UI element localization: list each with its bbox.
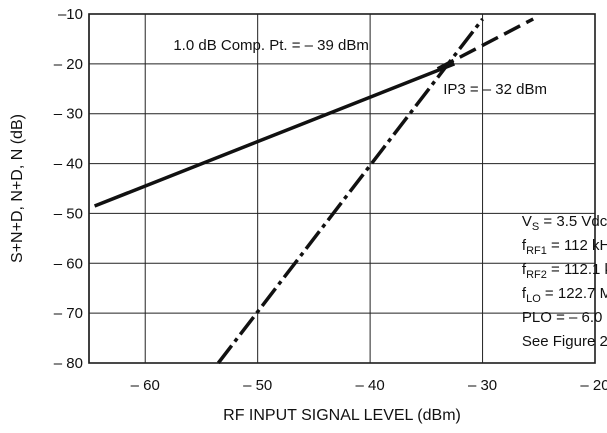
condition-frf1: fRF1 = 112 kHz [522,237,607,257]
x-tick-label: – 50 [243,377,272,394]
y-tick-label: – 60 [54,255,83,272]
y-tick-label: – 20 [54,56,83,73]
condition-flo: fLO = 122.7 MHz [522,285,607,305]
condition-frf2: fRF2 = 112.1 kHz [522,261,607,281]
condition-fig: See Figure 27 [522,333,607,350]
y-tick-label: – 80 [54,355,83,372]
y-tick-label: – 30 [54,106,83,123]
x-tick-label: – 20 [580,377,607,394]
y-tick-label: –10 [58,6,83,23]
x-tick-label: – 30 [468,377,497,394]
series-line-dashed [436,17,535,71]
y-axis-title: S+N+D, N+D, N (dB) [9,114,26,263]
y-tick-label: – 50 [54,205,83,222]
condition-plo: PLO = – 6.0 dBm [522,309,607,326]
annotation-comp: 1.0 dB Comp. Pt. = – 39 dBm [173,37,369,54]
y-tick-label: – 40 [54,156,83,173]
y-tick-label: – 70 [54,305,83,322]
series-line-solid [93,62,456,208]
annotation-ip3: IP3 = – 32 dBm [443,81,547,98]
x-tick-label: – 60 [131,377,160,394]
series-line-dash-dot [216,17,484,365]
x-tick-label: – 40 [356,377,385,394]
plot-frame [88,13,596,364]
condition-vs: VS = 3.5 Vdc [522,213,607,233]
x-axis-title: RF INPUT SIGNAL LEVEL (dBm) [223,407,461,424]
